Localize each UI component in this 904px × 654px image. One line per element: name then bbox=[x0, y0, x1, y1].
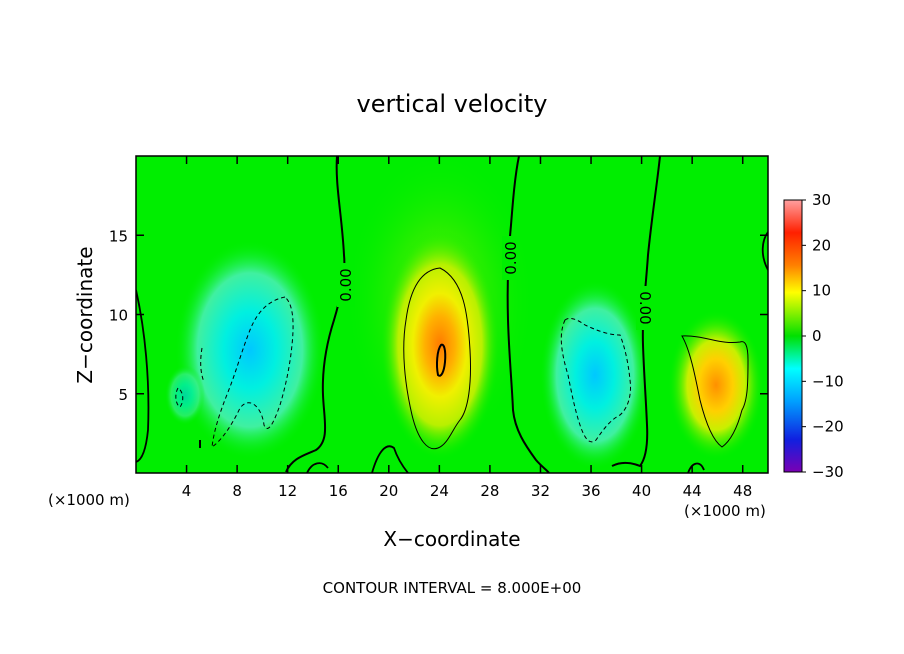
contour-minus8-left-small2 bbox=[200, 347, 205, 383]
contour-label-2: 0.00 bbox=[502, 241, 520, 274]
contour-plus16-main bbox=[436, 343, 447, 377]
zero-contour-4 bbox=[761, 231, 768, 271]
y-tick-label: 15 bbox=[109, 227, 128, 245]
updraft-region-right bbox=[668, 310, 764, 460]
zero-contour-8 bbox=[687, 462, 705, 473]
x-tick-label: 40 bbox=[632, 482, 651, 500]
x-tick-label: 24 bbox=[430, 482, 449, 500]
zero-contour-7 bbox=[306, 462, 329, 473]
x-tick-label: 32 bbox=[531, 482, 550, 500]
x-units-left: (×1000 m) bbox=[48, 491, 130, 509]
chart-title: vertical velocity bbox=[357, 90, 548, 118]
colorbar-tick-label: 0 bbox=[812, 327, 822, 345]
contour-minus8-left bbox=[211, 296, 294, 449]
x-tick-label: 36 bbox=[581, 482, 600, 500]
x-tick-label: 12 bbox=[278, 482, 297, 500]
x-tick-label: 20 bbox=[379, 482, 398, 500]
zero-contour-2 bbox=[506, 156, 550, 473]
zero-contour-3 bbox=[611, 156, 661, 468]
x-tick-label: 16 bbox=[329, 482, 348, 500]
contour-minus8-right bbox=[560, 317, 631, 443]
contour-plus8-main bbox=[403, 267, 471, 450]
colorbar bbox=[783, 199, 803, 473]
y-axis: 5 10 15 bbox=[109, 227, 768, 404]
contour-label-3: 0.00 bbox=[636, 291, 654, 324]
contour-interval-note: CONTOUR INTERVAL = 8.000E+00 bbox=[323, 579, 582, 597]
x-tick-label: 28 bbox=[480, 482, 499, 500]
zero-contour-5 bbox=[136, 289, 150, 463]
colorbar-tick-label: 30 bbox=[812, 191, 831, 209]
downdraft-region-left bbox=[175, 240, 325, 460]
colorbar-tick-label: −30 bbox=[812, 463, 844, 481]
y-axis-label: Z−coordinate bbox=[73, 246, 97, 383]
x-tick-label: 4 bbox=[182, 482, 192, 500]
colorbar-tick-label: −20 bbox=[812, 418, 844, 436]
y-tick-label: 10 bbox=[109, 307, 128, 325]
x-tick-label: 8 bbox=[232, 482, 242, 500]
contour-label-1: 0.00 bbox=[337, 268, 355, 301]
contour-minus8-left-small bbox=[175, 387, 184, 408]
contour-plus8-right bbox=[681, 335, 749, 448]
x-units-right: (×1000 m) bbox=[684, 502, 766, 520]
downdraft-region-left-small bbox=[165, 365, 205, 425]
y-tick-label: 5 bbox=[118, 386, 128, 404]
x-axis: 4 8 12 16 20 24 28 32 36 40 44 48 bbox=[182, 156, 752, 500]
zero-contour-6 bbox=[371, 445, 409, 473]
colorbar-tick-label: 20 bbox=[812, 236, 831, 254]
colorbar-tick-label: 10 bbox=[812, 282, 831, 300]
downdraft-region-right bbox=[540, 280, 650, 470]
x-axis-label: X−coordinate bbox=[383, 527, 520, 551]
zero-contour-1 bbox=[285, 156, 346, 473]
x-tick-label: 44 bbox=[683, 482, 702, 500]
colorbar-tick-label: −10 bbox=[812, 372, 844, 390]
plot-area: 0.00 0.00 0.00 bbox=[136, 156, 768, 473]
x-tick-label: 48 bbox=[733, 482, 752, 500]
colorbar-ticks: 30 20 10 0 −10 −20 −30 bbox=[802, 191, 844, 481]
